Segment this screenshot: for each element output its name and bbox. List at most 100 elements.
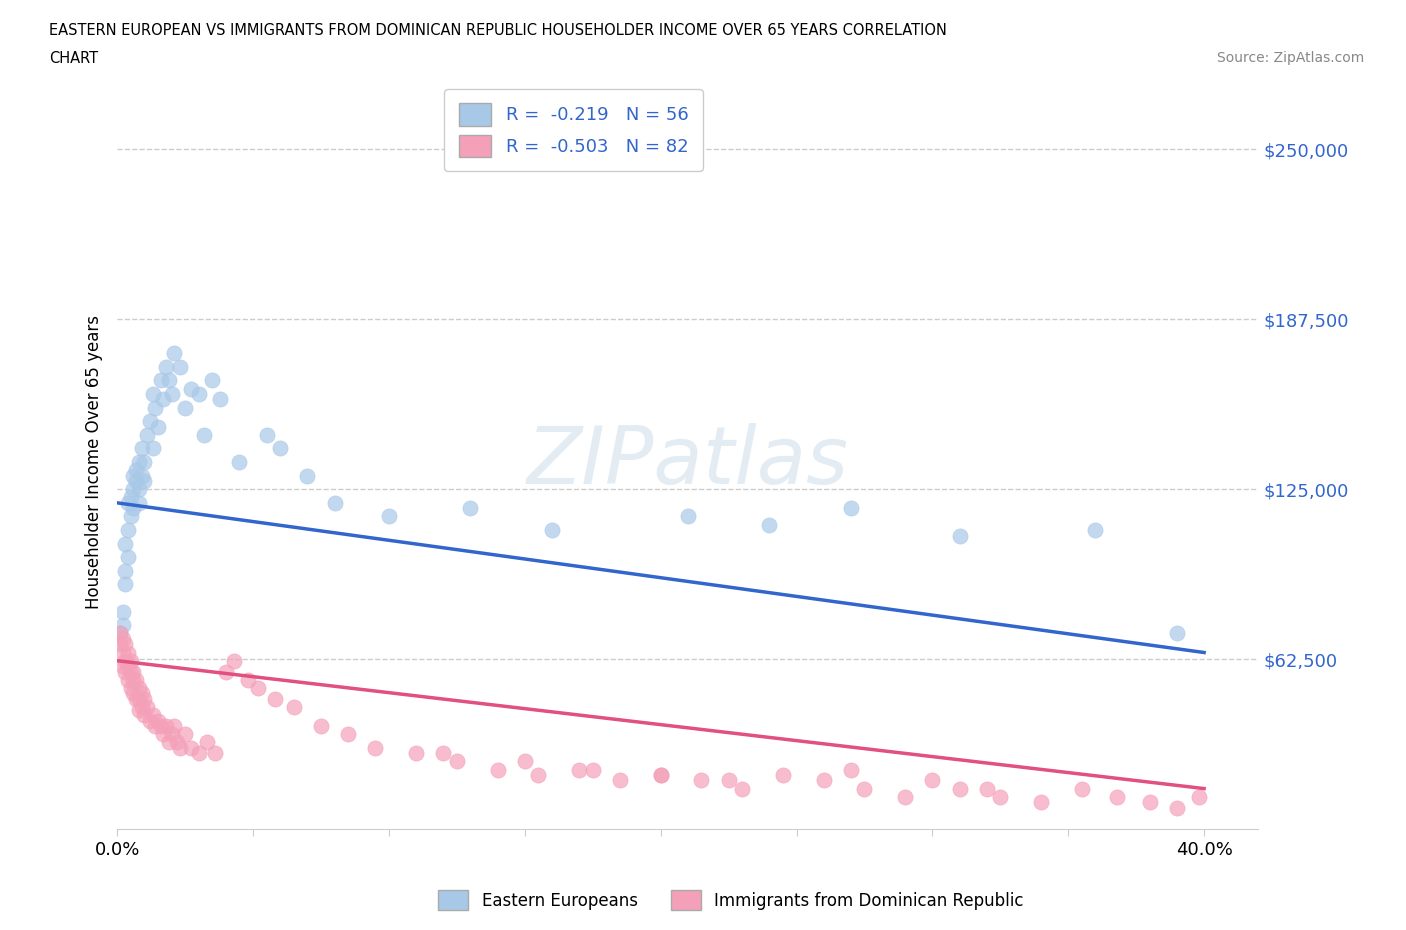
Point [134, 691, 156, 706]
Point [256, 428, 278, 443]
Point [163, 346, 186, 361]
Point [921, 773, 943, 788]
Point [180, 740, 202, 755]
Point [146, 713, 169, 728]
Point [128, 496, 150, 511]
Point [131, 468, 153, 483]
Point [582, 762, 605, 777]
Point [163, 719, 186, 734]
Point [988, 790, 1011, 804]
Point [948, 528, 970, 543]
Point [432, 746, 454, 761]
Point [187, 746, 209, 761]
Point [117, 658, 139, 673]
Point [160, 387, 183, 402]
Point [139, 713, 162, 728]
Point [731, 781, 754, 796]
Point [215, 664, 238, 679]
Point [117, 550, 139, 565]
Point [114, 537, 136, 551]
Point [894, 790, 917, 804]
Point [111, 604, 134, 619]
Point [157, 373, 180, 388]
Point [125, 691, 148, 706]
Point [128, 702, 150, 717]
Point [136, 699, 159, 714]
Point [405, 746, 427, 761]
Text: CHART: CHART [49, 51, 98, 66]
Point [125, 473, 148, 488]
Point [157, 735, 180, 750]
Point [122, 468, 145, 483]
Point [120, 509, 142, 524]
Point [155, 719, 177, 734]
Point [236, 672, 259, 687]
Point [141, 708, 163, 723]
Point [228, 455, 250, 470]
Point [209, 392, 232, 407]
Point [337, 726, 360, 741]
Point [143, 719, 166, 734]
Text: ZIPatlas: ZIPatlas [527, 423, 849, 501]
Point [948, 781, 970, 796]
Point [111, 658, 134, 673]
Point [460, 501, 482, 516]
Point [149, 373, 172, 388]
Y-axis label: Householder Income Over 65 years: Householder Income Over 65 years [86, 315, 103, 609]
Point [772, 767, 794, 782]
Point [125, 672, 148, 687]
Point [1166, 626, 1188, 641]
Point [1029, 795, 1052, 810]
Point [128, 681, 150, 696]
Point [1070, 781, 1092, 796]
Point [143, 400, 166, 415]
Point [152, 726, 174, 741]
Point [128, 482, 150, 497]
Point [1084, 523, 1107, 538]
Point [114, 577, 136, 591]
Point [187, 387, 209, 402]
Point [128, 691, 150, 706]
Point [166, 735, 188, 750]
Point [513, 754, 536, 769]
Point [309, 719, 332, 734]
Text: EASTERN EUROPEAN VS IMMIGRANTS FROM DOMINICAN REPUBLIC HOUSEHOLDER INCOME OVER 6: EASTERN EUROPEAN VS IMMIGRANTS FROM DOMI… [49, 23, 948, 38]
Point [813, 773, 835, 788]
Point [141, 387, 163, 402]
Point [976, 781, 998, 796]
Point [146, 419, 169, 434]
Point [609, 773, 631, 788]
Point [120, 681, 142, 696]
Point [853, 781, 876, 796]
Point [111, 618, 134, 632]
Point [269, 441, 291, 456]
Point [174, 726, 197, 741]
Point [364, 740, 387, 755]
Point [139, 414, 162, 429]
Point [174, 400, 197, 415]
Point [169, 359, 191, 374]
Point [114, 637, 136, 652]
Point [111, 645, 134, 660]
Point [131, 686, 153, 701]
Point [152, 392, 174, 407]
Point [193, 428, 215, 443]
Point [122, 482, 145, 497]
Point [117, 496, 139, 511]
Point [1188, 790, 1211, 804]
Point [122, 664, 145, 679]
Point [108, 626, 131, 641]
Legend: Eastern Europeans, Immigrants from Dominican Republic: Eastern Europeans, Immigrants from Domin… [432, 884, 1031, 917]
Point [180, 381, 202, 396]
Point [839, 501, 862, 516]
Point [283, 699, 305, 714]
Point [117, 645, 139, 660]
Point [125, 463, 148, 478]
Point [378, 509, 401, 524]
Point [676, 509, 699, 524]
Point [120, 653, 142, 668]
Point [247, 681, 270, 696]
Point [122, 501, 145, 516]
Point [758, 517, 780, 532]
Point [108, 637, 131, 652]
